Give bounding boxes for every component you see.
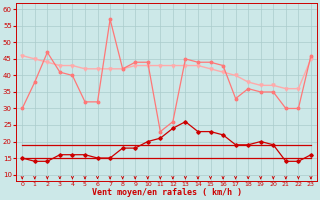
X-axis label: Vent moyen/en rafales ( km/h ): Vent moyen/en rafales ( km/h ) [92,188,242,197]
